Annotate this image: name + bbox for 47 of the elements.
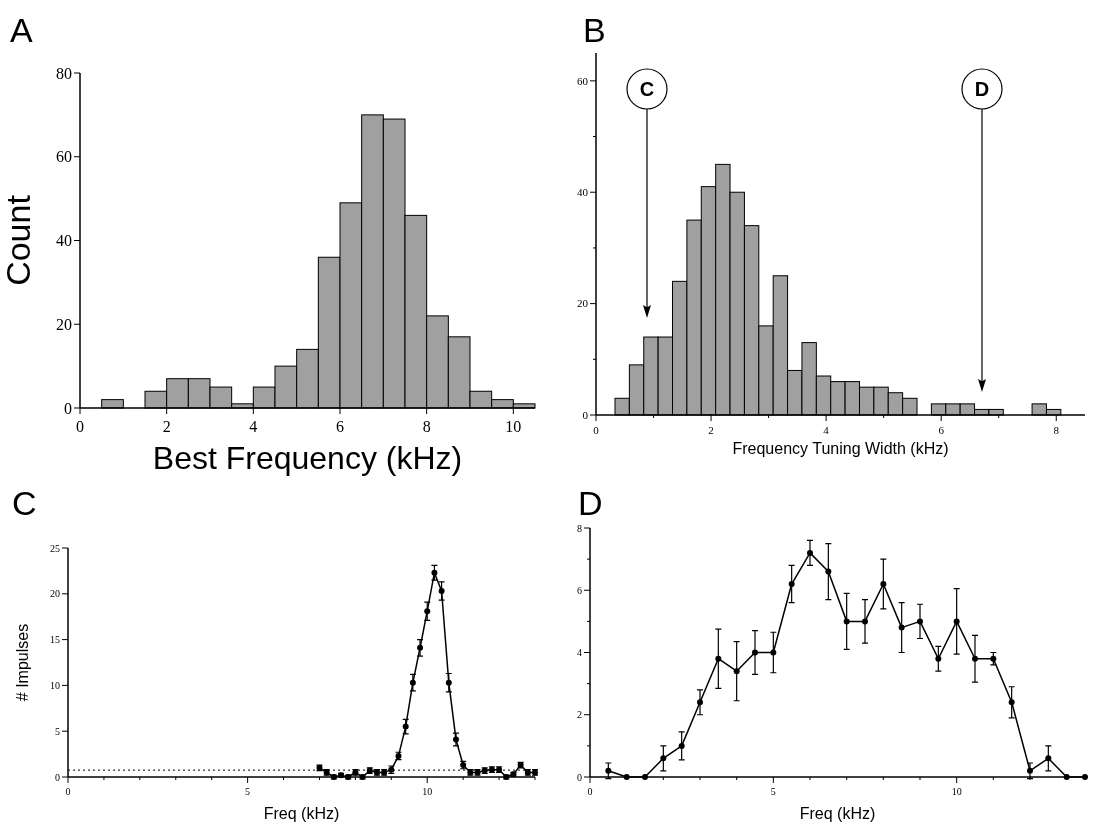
x-tick-label: 4 <box>823 424 830 436</box>
y-tick-label: 20 <box>56 315 72 333</box>
x-axis-title: Best Frequency (kHz) <box>152 439 463 476</box>
chart-title: B <box>583 11 606 49</box>
x-tick-label: 8 <box>422 418 431 435</box>
x-tick-label: 6 <box>336 418 344 435</box>
y-tick-label: 20 <box>50 588 60 600</box>
annotation: D <box>974 78 990 100</box>
y-tick-label: 80 <box>56 64 72 82</box>
y-tick-label: 25 <box>50 542 60 554</box>
y-tick-label: 6 <box>577 584 582 596</box>
annotation: C <box>639 78 655 100</box>
y-tick-label: 0 <box>577 771 582 783</box>
y-tick-label: 40 <box>56 232 72 250</box>
y-tick-label: 10 <box>50 679 60 691</box>
x-axis-title: Freq (kHz) <box>263 805 340 823</box>
y-tick-label: 4 <box>577 647 582 658</box>
x-tick-label: 5 <box>770 786 776 797</box>
x-tick-label: 6 <box>938 424 945 436</box>
y-axis-title: # Impulses <box>14 623 31 702</box>
y-tick-label: 40 <box>577 186 589 199</box>
x-tick-label: 2 <box>162 418 171 435</box>
y-tick-label: 20 <box>577 297 589 310</box>
y-tick-label: 0 <box>64 399 72 417</box>
x-axis-title: Freq (kHz) <box>799 805 876 823</box>
chart-title: D <box>578 484 603 522</box>
x-tick-label: 0 <box>76 418 84 435</box>
x-tick-label: 2 <box>708 424 714 436</box>
x-tick-label: 8 <box>1053 424 1060 436</box>
chart-title: A <box>10 11 33 49</box>
y-tick-label: 0 <box>582 408 589 421</box>
y-tick-label: 2 <box>577 709 582 721</box>
y-tick-label: 0 <box>55 771 60 783</box>
x-tick-label: 0 <box>593 424 600 436</box>
y-tick-label: 15 <box>50 634 60 646</box>
y-tick-label: 5 <box>55 725 60 737</box>
x-axis-title: Frequency Tuning Width (kHz) <box>732 440 949 458</box>
y-tick-label: 8 <box>577 522 582 534</box>
chart-title: C <box>12 484 37 522</box>
x-tick-label: 4 <box>249 418 258 435</box>
x-tick-label: 5 <box>245 786 251 797</box>
x-tick-label: 10 <box>951 786 962 797</box>
y-tick-label: 60 <box>56 148 72 166</box>
x-tick-label: 10 <box>422 786 433 797</box>
x-tick-label: 10 <box>505 418 522 435</box>
y-tick-label: 60 <box>577 74 589 87</box>
y-axis-title: Count <box>0 194 37 286</box>
